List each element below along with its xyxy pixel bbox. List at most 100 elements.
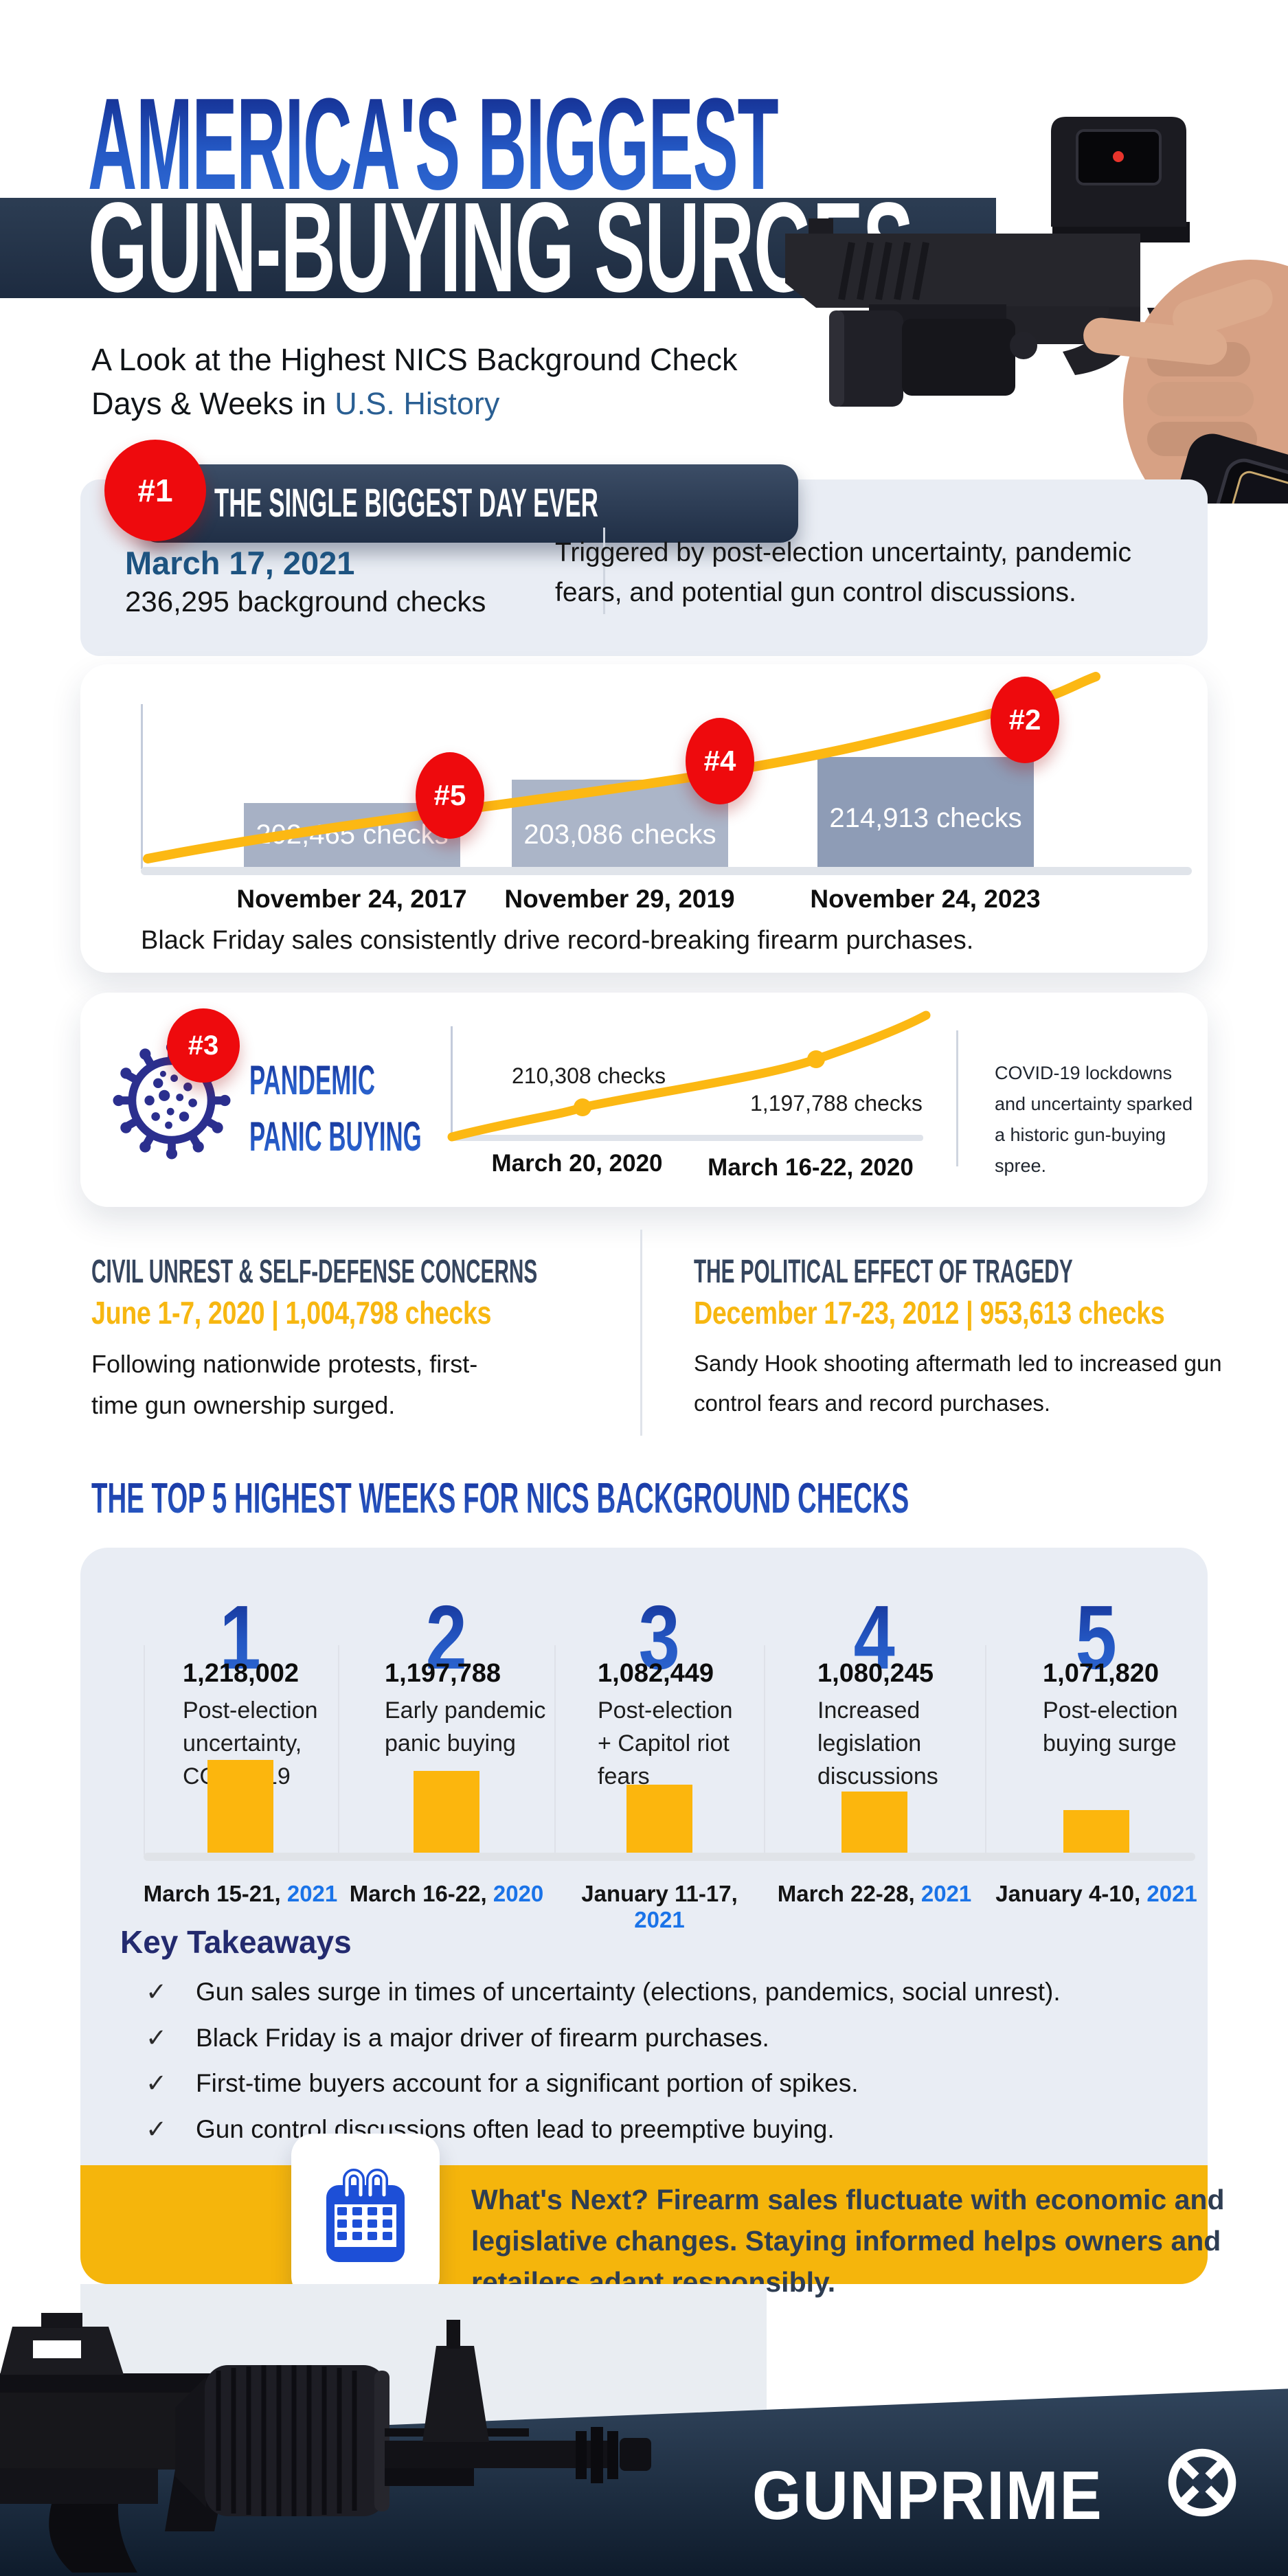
top5-rank-3: 3 [556,1585,762,1689]
takeaway-4: ✓ Gun control discussions often lead to p… [146,2114,835,2144]
subtitle-highlight: U.S. History [335,386,500,421]
event-civil-unrest-desc-line1: Following nationwide protests, first- [91,1350,478,1378]
top5-desc-2: Early pandemic panic buying [385,1697,546,1756]
takeaway-1-text: Gun sales surge in times of uncertainty … [196,1978,1061,2006]
top5-col-line-1 [144,1645,145,1855]
black-friday-bar-2-label: 203,086 checks [523,820,716,850]
pandemic-point2-date: March 16-22, 2020 [708,1154,914,1181]
top5-col-line-5 [985,1645,986,1855]
top5-date-1: March 15-21, 2021 [137,1881,343,1907]
black-friday-trend-line [143,672,1100,863]
top5-date-3: January 11-17, 2021 [556,1881,762,1933]
top5-col-line-4 [764,1645,765,1855]
page-title-line1: AMERICA'S BIGGEST [88,71,1288,242]
top5-rank-3-text: 3 [638,1587,681,1688]
black-friday-date-3: November 24, 2023 [810,885,1041,913]
black-friday-baseline [141,867,1192,875]
event-tragedy-heading: THE POLITICAL EFFECT OF TRAGEDY [694,1253,1288,1291]
brand-logo: GUNPRIME [752,2456,1133,2535]
top5-date-4-range: March 22-28, [777,1881,915,1906]
event-civil-unrest-heading-text: CIVIL UNREST & SELF-DEFENSE CONCERNS [91,1254,538,1290]
top5-rank-5: 5 [993,1585,1199,1689]
top5-date-2-year: 2020 [493,1881,544,1906]
pandemic-trend-line [447,1010,931,1142]
subtitle-line1: A Look at the Highest NICS Background Ch… [91,342,738,377]
pandemic-point1-label: 210,308 checks [512,1063,666,1088]
top5-value-2: 1,197,788 [385,1659,501,1688]
biggest-day-desc-line2: fears, and potential gun control discuss… [555,578,1076,607]
whats-next-line2: legislative changes. Staying informed he… [471,2225,1221,2257]
check-icon: ✓ [146,2069,168,2097]
top5-bar-4 [841,1792,907,1853]
biggest-day-stat: 236,295 background checks [125,585,486,618]
events-divider [640,1230,642,1436]
top5-date-4-year: 2021 [920,1881,972,1906]
rank-3-badge: #3 [167,1008,240,1083]
takeaway-4-text: Gun control discussions often lead to pr… [196,2115,835,2143]
top5-desc-3: Post-election + Capitol riot fears [598,1697,733,1789]
takeaway-3: ✓ First-time buyers account for a signifi… [146,2068,858,2098]
event-civil-unrest-description: Following nationwide protests, first- ti… [91,1344,477,1426]
check-icon: ✓ [146,1978,168,2006]
key-takeaways-heading: Key Takeaways [120,1924,352,1960]
top5-date-1-year: 2021 [286,1881,338,1906]
event-tragedy-stat: December 17-23, 2012 | 953,613 checks [694,1294,1268,1331]
pandemic-description: COVID-19 lockdowns and uncertainty spark… [995,1063,1193,1176]
top5-bar-5 [1063,1810,1129,1853]
top5-rank-2: 2 [343,1585,550,1689]
event-civil-unrest-desc-line2: time gun ownership surged. [91,1391,396,1419]
rank-5-badge: #5 [416,752,484,839]
top5-desc-4: Increased legislation discussions [817,1697,938,1789]
top5-value-1: 1,218,002 [183,1659,300,1688]
event-civil-unrest-heading: CIVIL UNREST & SELF-DEFENSE CONCERNS [91,1253,811,1291]
subtitle: A Look at the Highest NICS Background Ch… [91,338,738,426]
rank-1-badge: #1 [104,440,206,541]
top5-date-5: January 4-10, 2021 [993,1881,1199,1907]
event-tragedy-description: Sandy Hook shooting aftermath led to inc… [694,1344,1222,1423]
top5-value-3: 1,082,449 [598,1659,714,1688]
rank-2-badge: #2 [991,677,1059,763]
top5-date-2-range: March 16-22, [349,1881,487,1906]
biggest-day-description: Triggered by post-election uncertainty, … [555,533,1131,613]
event-tragedy-stat-text: December 17-23, 2012 | 953,613 checks [694,1295,1165,1331]
rifle-photo-illustration [0,2313,651,2573]
title-text-1: AMERICA'S BIGGEST [88,71,779,217]
pandemic-point1-date: March 20, 2020 [491,1150,663,1177]
pandemic-title-line2: PANIC BUYING [249,1114,422,1160]
biggest-day-title-wrap: THE SINGLE BIGGEST DAY EVER [214,464,854,553]
top5-bar-3 [626,1785,692,1853]
top5-date-5-year: 2021 [1146,1881,1197,1906]
takeaway-3-text: First-time buyers account for a signific… [196,2069,859,2097]
pandemic-title: PANDEMIC PANIC BUYING [249,1058,546,1171]
pandemic-baseline [451,1135,923,1141]
biggest-day-date: March 17, 2021 [125,545,355,581]
top5-bar-1 [207,1760,273,1853]
pandemic-divider [956,1030,958,1166]
event-civil-unrest-stat-text: June 1-7, 2020 | 1,004,798 checks [91,1295,492,1331]
top5-rank-1: 1 [137,1585,343,1689]
top5-rank-4-text: 4 [853,1587,896,1688]
event-civil-unrest-stat: June 1-7, 2020 | 1,004,798 checks [91,1294,579,1331]
takeaway-2-text: Black Friday is a major driver of firear… [196,2024,769,2052]
takeaway-1: ✓ Gun sales surge in times of uncertainty… [146,1977,1061,2007]
biggest-day-desc-line1: Triggered by post-election uncertainty, … [555,538,1131,567]
biggest-day-title: THE SINGLE BIGGEST DAY EVER [214,481,598,526]
pandemic-point2-label: 1,197,788 checks [750,1091,923,1116]
rank-4-badge: #4 [686,718,754,804]
event-tragedy-heading-text: THE POLITICAL EFFECT OF TRAGEDY [694,1254,1073,1290]
top5-date-1-range: March 15-21, [143,1881,281,1906]
subtitle-line2-prefix: Days & Weeks in [91,386,335,421]
subtitle-line2: Days & Weeks in U.S. History [91,382,738,426]
title-text-2: GUN-BUYING SURGES [88,177,914,319]
takeaway-2: ✓ Black Friday is a major driver of firea… [146,2023,769,2053]
top5-heading: THE TOP 5 HIGHEST WEEKS FOR NICS BACKGRO… [91,1474,1288,1523]
black-friday-bar-3-label: 214,913 checks [829,803,1022,833]
top5-value-4: 1,080,245 [817,1659,934,1688]
top5-rank-2-text: 2 [425,1587,468,1688]
top5-date-2: March 16-22, 2020 [343,1881,550,1907]
whats-next-line1: What's Next? Firearm sales fluctuate wit… [471,2184,1225,2215]
calendar-icon [326,2169,405,2262]
top5-bar-2 [414,1771,479,1853]
biggest-day-divider [603,528,605,614]
